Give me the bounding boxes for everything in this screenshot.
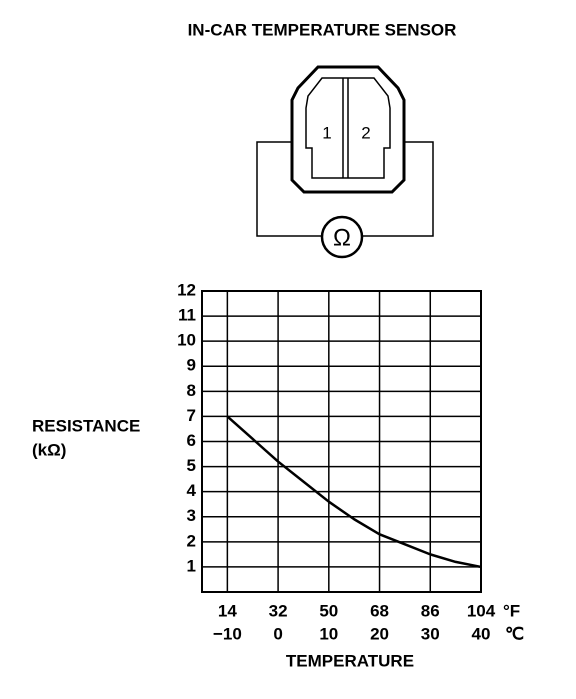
y-axis-label: RESISTANCE (32, 416, 140, 435)
y-tick-label: 12 (177, 280, 196, 299)
y-tick-label: 5 (187, 456, 196, 475)
chart-title: IN-CAR TEMPERATURE SENSOR (188, 20, 457, 39)
y-tick-label: 3 (187, 506, 196, 525)
y-tick-label: 8 (187, 381, 196, 400)
pin-label: 1 (322, 123, 331, 142)
ohmmeter-symbol: Ω (333, 224, 351, 251)
x-axis-label: TEMPERATURE (286, 651, 414, 670)
x-tick-label: 30 (421, 624, 440, 643)
x-tick-label-f: 104 (467, 601, 496, 620)
y-tick-label: 11 (178, 306, 196, 325)
x-unit: °F (503, 601, 520, 620)
x-unit: ℃ (505, 624, 524, 643)
y-tick-label: 9 (187, 356, 196, 375)
x-tick-label: 10 (319, 624, 338, 643)
y-tick-label: 7 (187, 406, 196, 425)
y-tick-label: 4 (187, 481, 197, 500)
x-tick-label: −10 (213, 624, 242, 643)
y-tick-label: 1 (187, 556, 196, 575)
y-tick-label: 2 (187, 531, 196, 550)
y-tick-label: 6 (187, 431, 196, 450)
y-axis-label: (kΩ) (32, 440, 66, 459)
x-tick-label-f: 68 (370, 601, 389, 620)
x-tick-label-f: 50 (319, 601, 338, 620)
pin-label: 2 (361, 123, 370, 142)
connector-diagram (256, 65, 434, 259)
x-tick-label-f: 86 (421, 601, 440, 620)
x-tick-label: 20 (370, 624, 389, 643)
resistance-curve (226, 415, 482, 569)
y-tick-label: 10 (177, 331, 196, 350)
x-tick-label-f: 14 (218, 601, 237, 620)
x-tick-label-f: 32 (269, 601, 288, 620)
x-tick-label: 40 (472, 624, 491, 643)
x-tick-label: 0 (273, 624, 282, 643)
